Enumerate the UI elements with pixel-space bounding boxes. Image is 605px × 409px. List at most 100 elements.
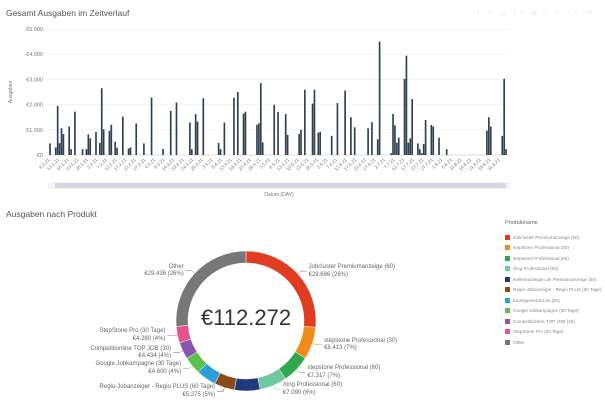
bar[interactable] (424, 119, 427, 155)
bar[interactable] (143, 143, 145, 155)
bar[interactable] (422, 143, 425, 155)
bar[interactable] (135, 123, 138, 156)
bar[interactable] (102, 129, 105, 155)
donut-slice[interactable] (234, 377, 261, 392)
bar[interactable] (129, 147, 132, 155)
bar[interactable] (396, 142, 398, 155)
bar[interactable] (378, 41, 381, 155)
bar[interactable] (68, 126, 70, 155)
bar[interactable] (407, 142, 410, 155)
bar[interactable] (390, 153, 392, 155)
bar[interactable] (242, 113, 245, 155)
bar[interactable] (505, 149, 507, 155)
bar[interactable] (127, 148, 130, 155)
bar[interactable] (194, 114, 197, 155)
donut-slice[interactable] (294, 325, 316, 359)
bar[interactable] (108, 130, 111, 155)
bar[interactable] (445, 149, 448, 155)
bar[interactable] (411, 99, 414, 155)
bar[interactable] (54, 147, 57, 155)
bar[interactable] (56, 105, 59, 155)
bar[interactable] (397, 137, 400, 155)
bar[interactable] (311, 103, 314, 155)
bar[interactable] (175, 102, 178, 155)
bar[interactable] (298, 133, 300, 155)
bar[interactable] (236, 92, 239, 155)
bar[interactable] (219, 149, 222, 155)
bar[interactable] (58, 143, 61, 155)
bar[interactable] (405, 55, 408, 155)
bar[interactable] (501, 135, 504, 155)
bar[interactable] (432, 126, 435, 155)
legend-item[interactable]: stepstone Professional (60) (505, 253, 602, 264)
bar[interactable] (60, 128, 63, 155)
bar[interactable] (284, 114, 287, 155)
bar[interactable] (488, 117, 490, 155)
legend-item[interactable]: Google Jobkampagne (30 Tage) (505, 306, 602, 317)
legend-item[interactable]: Regio-Jobanzeiger - Regio PLUS (60 Tage) (505, 285, 602, 296)
bar[interactable] (87, 134, 90, 155)
bar[interactable] (286, 134, 289, 155)
bar[interactable] (489, 126, 492, 155)
bar[interactable] (503, 78, 505, 155)
bar[interactable] (85, 149, 88, 155)
bar[interactable] (261, 142, 264, 155)
bar[interactable] (162, 148, 164, 155)
bar[interactable] (121, 116, 124, 155)
bar[interactable] (277, 111, 279, 155)
bar[interactable] (486, 130, 488, 155)
bar[interactable] (116, 147, 118, 155)
bar[interactable] (114, 141, 116, 155)
bar[interactable] (394, 125, 396, 155)
bar[interactable] (313, 89, 316, 155)
bar[interactable] (217, 142, 220, 155)
bar[interactable] (62, 134, 65, 155)
bar[interactable] (392, 113, 394, 155)
bar[interactable] (409, 138, 412, 155)
bar[interactable] (169, 110, 172, 155)
bar[interactable] (49, 143, 51, 155)
legend-item[interactable]: Xing Professional (60) (505, 264, 602, 275)
bar[interactable] (317, 132, 320, 155)
bar[interactable] (259, 83, 262, 155)
bar[interactable] (367, 128, 369, 155)
bar[interactable] (376, 139, 379, 155)
legend-item[interactable]: Other (505, 337, 602, 348)
bar[interactable] (110, 124, 113, 155)
bar[interactable] (419, 149, 421, 155)
bar[interactable] (223, 122, 226, 155)
bar[interactable] (196, 121, 199, 155)
bar[interactable] (403, 78, 406, 155)
bar[interactable] (189, 122, 191, 155)
bar[interactable] (417, 143, 419, 155)
bar[interactable] (319, 131, 322, 155)
legend-item[interactable]: Competitionline TOP JOB (30) (505, 316, 602, 327)
bar[interactable] (371, 122, 373, 155)
bar[interactable] (273, 104, 276, 155)
bar[interactable] (256, 124, 258, 155)
bar[interactable] (99, 142, 101, 155)
bar[interactable] (202, 98, 205, 155)
bar[interactable] (304, 89, 306, 155)
bar[interactable] (244, 111, 247, 155)
bar[interactable] (81, 149, 84, 155)
range-slider-handle[interactable] (55, 183, 506, 188)
bar[interactable] (430, 125, 433, 155)
bar[interactable] (258, 123, 260, 155)
bar[interactable] (300, 129, 302, 155)
bar[interactable] (190, 149, 193, 155)
bar[interactable] (74, 111, 76, 155)
bar[interactable] (89, 138, 92, 155)
legend-item[interactable]: baumgeneur24.de (60) (505, 295, 602, 306)
bar[interactable] (438, 137, 440, 155)
bar[interactable] (95, 131, 97, 155)
bar[interactable] (150, 97, 153, 155)
legend-item[interactable]: Jobcluster Premiumanzeige (60) (505, 232, 602, 243)
legend-item[interactable]: stellenanzeigen.de Premiumanzeige (60) (505, 274, 602, 285)
bar[interactable] (353, 127, 356, 155)
legend-item[interactable]: StepStone Pro (30 Tage) (505, 327, 602, 338)
bar[interactable] (336, 103, 339, 155)
bar[interactable] (330, 135, 333, 155)
bar[interactable] (70, 149, 72, 155)
bar[interactable] (420, 153, 423, 155)
